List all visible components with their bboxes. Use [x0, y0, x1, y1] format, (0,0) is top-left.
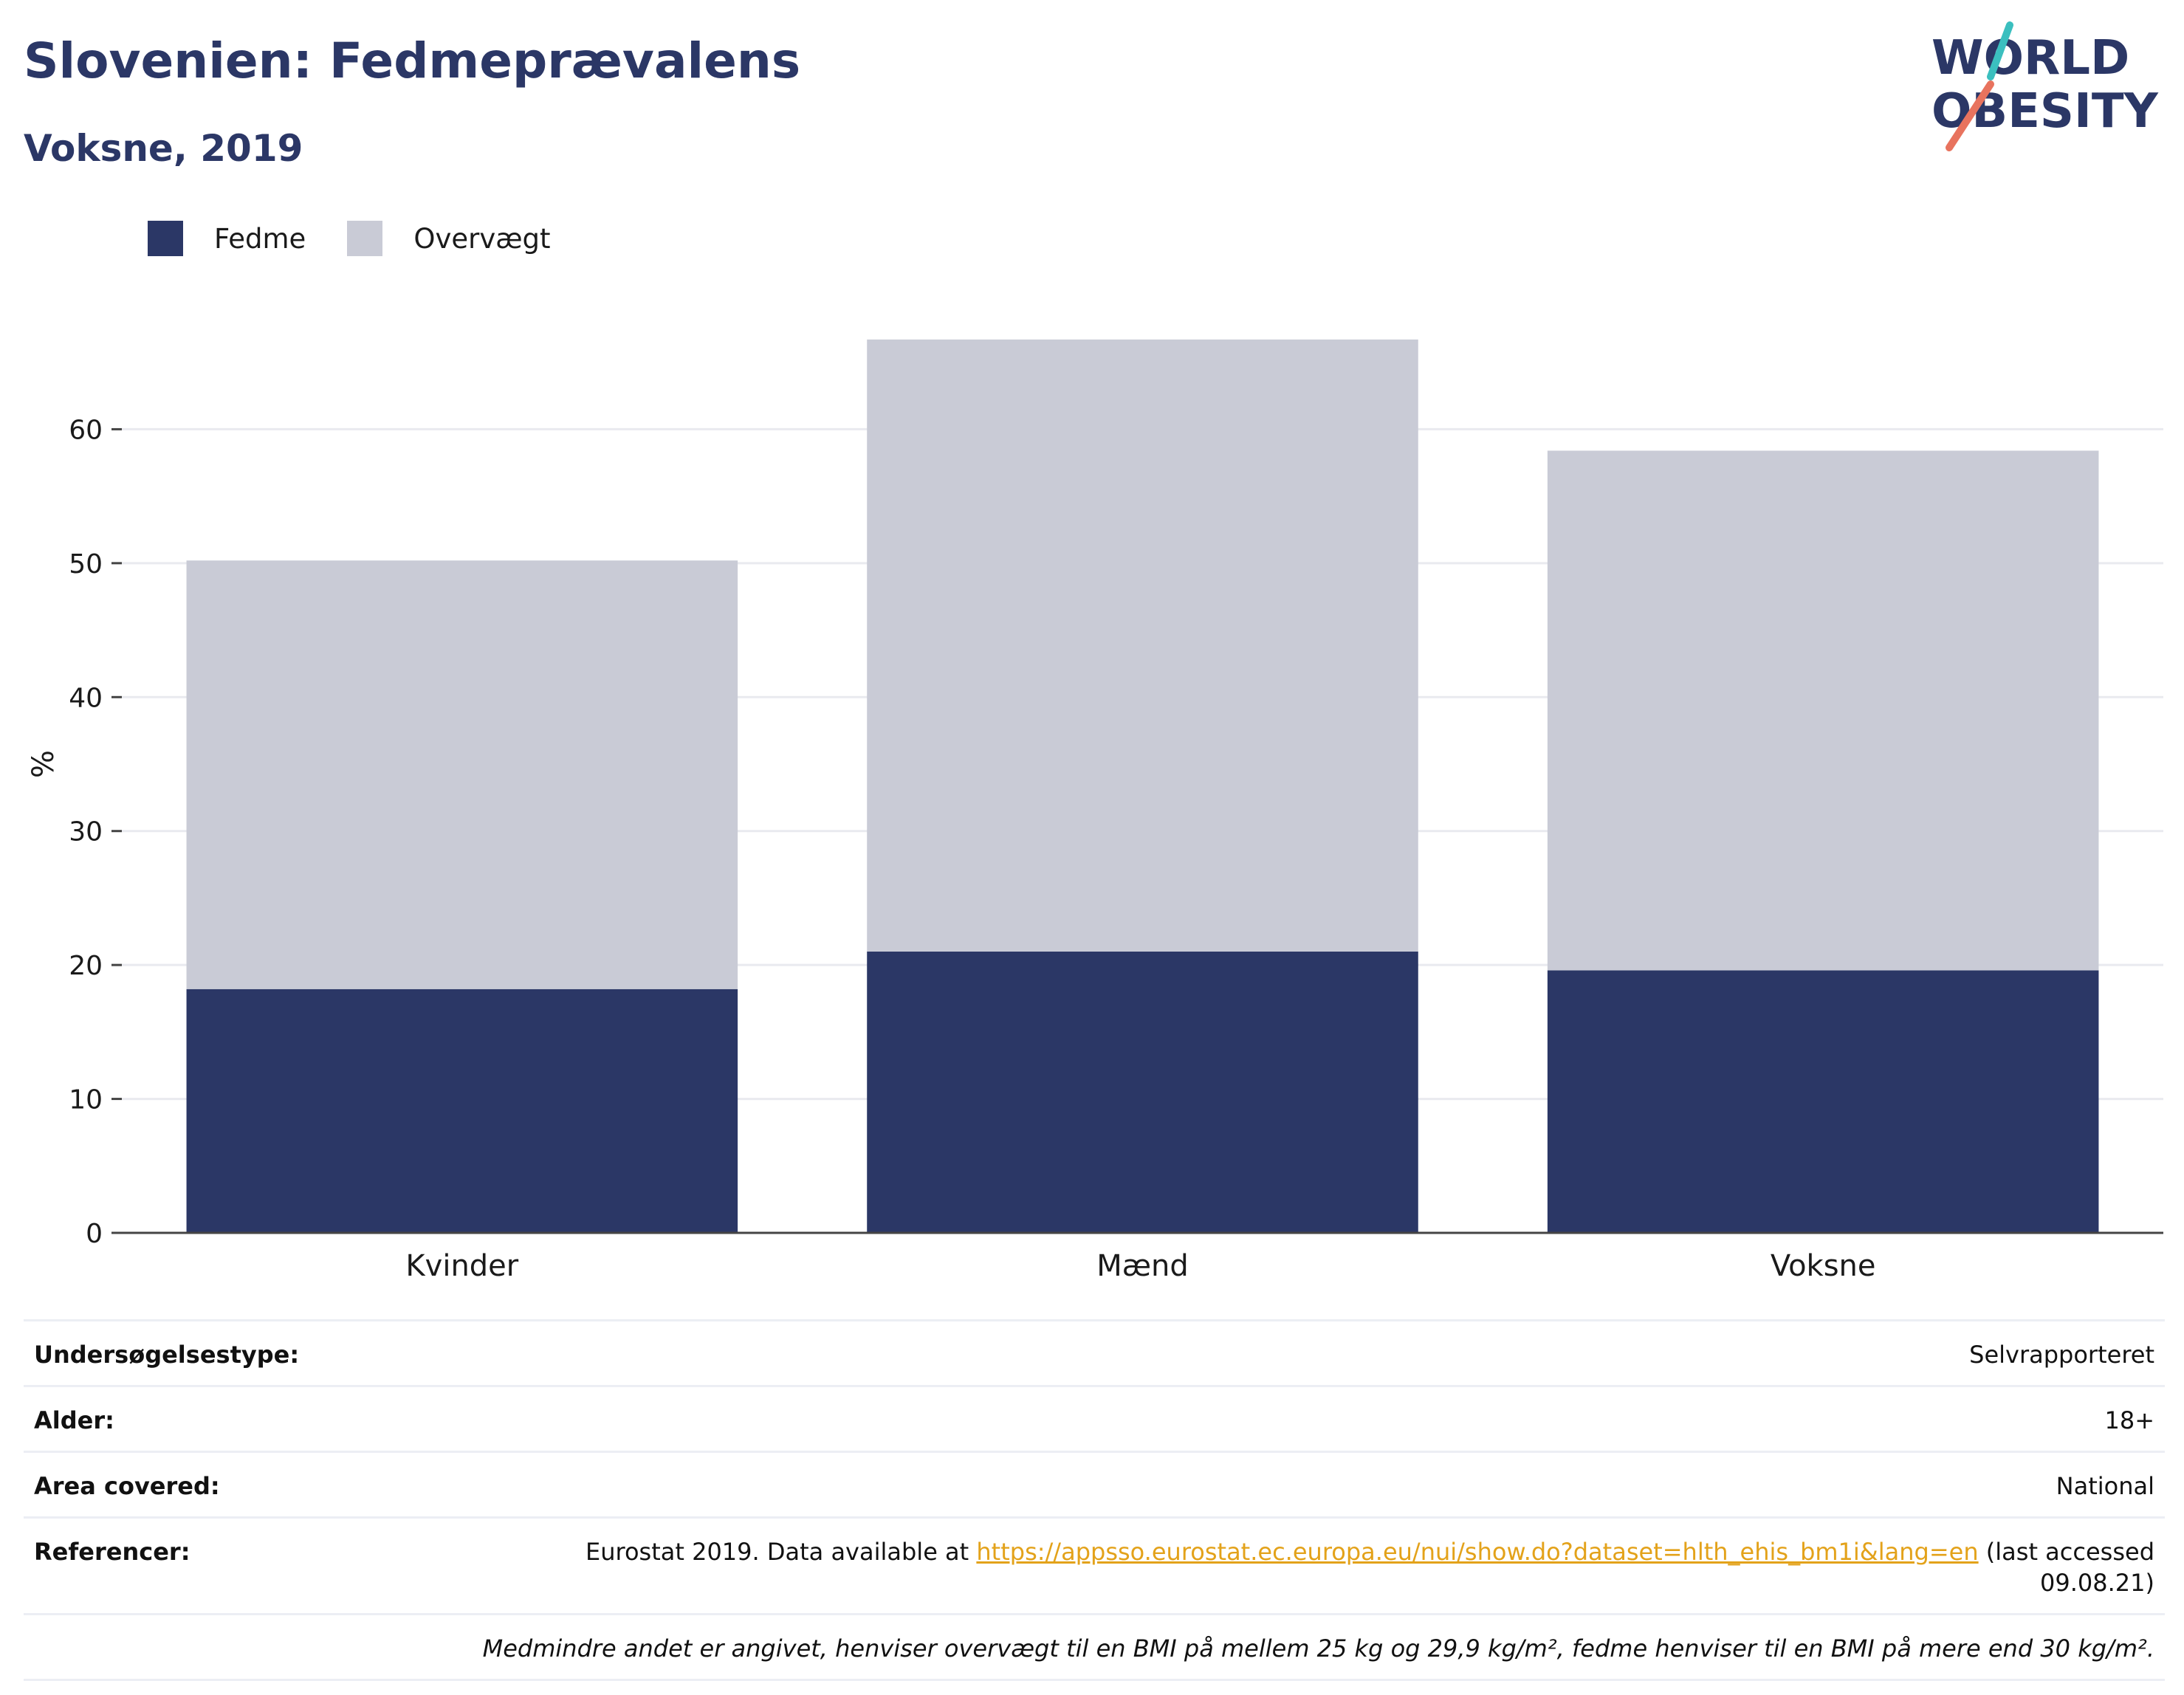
chart-subtitle: Voksne, 2019: [24, 127, 303, 170]
x-tick-label: Mænd: [1096, 1249, 1189, 1283]
area-label: Area covered:: [34, 1472, 220, 1500]
chart-legend: Fedme Overvægt: [148, 220, 592, 257]
bars: [186, 339, 2099, 1233]
references-suffix: (last accessed 09.08.21): [1978, 1538, 2154, 1597]
y-axis-label: %: [27, 750, 61, 778]
info-row-note: Medmindre andet er angivet, henviser ove…: [24, 1613, 2165, 1681]
y-tick-label: 60: [69, 415, 103, 445]
legend-swatch-fedme: [148, 221, 183, 256]
x-tick-labels: Kvinder Mænd Voksne: [405, 1249, 1875, 1283]
references-label: Referencer:: [34, 1538, 190, 1566]
survey-type-label: Undersøgelsestype:: [34, 1341, 300, 1369]
definition-note: Medmindre andet er angivet, henviser ove…: [482, 1634, 2154, 1663]
logo-line-obesity: OBESITY: [1931, 84, 2158, 139]
bar-voksne-overvægt[interactable]: [1547, 450, 2099, 971]
legend-label-fedme: Fedme: [214, 222, 306, 255]
legend-item-fedme[interactable]: Fedme: [148, 221, 306, 256]
y-tick-label: 30: [69, 817, 103, 848]
bar-voksne-fedme[interactable]: [1547, 970, 2099, 1233]
logo-slash-bottom: [1946, 80, 1994, 151]
y-tick-labels: 0 10 20 30 40 50 60: [69, 415, 122, 1249]
y-tick-label: 40: [69, 683, 103, 713]
references-link[interactable]: https://appsso.eurostat.ec.europa.eu/nui…: [976, 1538, 1979, 1566]
chart-title: Slovenien: Fedmeprævalens: [24, 32, 801, 89]
area-value: National: [2056, 1472, 2154, 1500]
y-tick-label: 20: [69, 951, 103, 981]
bar-mænd-fedme[interactable]: [867, 952, 1418, 1233]
bar-kvinder-overvægt[interactable]: [186, 560, 738, 989]
x-tick-label: Kvinder: [405, 1249, 518, 1283]
y-tick-label: 0: [86, 1219, 103, 1249]
legend-swatch-overvaegt: [347, 221, 383, 256]
info-row-references: Referencer: Eurostat 2019. Data availabl…: [24, 1516, 2165, 1613]
info-table: Undersøgelsestype: Selvrapporteret Alder…: [24, 1319, 2165, 1681]
y-tick-label: 50: [69, 549, 103, 580]
bar-mænd-overvægt[interactable]: [867, 339, 1418, 952]
y-tick-label: 10: [69, 1085, 103, 1115]
x-tick-label: Voksne: [1771, 1249, 1876, 1283]
references-prefix: Eurostat 2019. Data available at: [586, 1538, 977, 1566]
survey-type-value: Selvrapporteret: [1969, 1341, 2154, 1369]
info-row-area: Area covered: National: [24, 1451, 2165, 1516]
age-label: Alder:: [34, 1406, 114, 1434]
logo-slash-top: [1987, 21, 2013, 80]
world-obesity-logo: WORLD OBESITY: [1931, 21, 2158, 151]
info-row-survey-type: Undersøgelsestype: Selvrapporteret: [24, 1319, 2165, 1385]
logo-line-world: WORLD: [1931, 31, 2129, 86]
info-row-age: Alder: 18+: [24, 1385, 2165, 1451]
age-value: 18+: [2104, 1406, 2154, 1434]
legend-label-overvaegt: Overvægt: [413, 222, 551, 255]
stacked-bar-chart: 0 10 20 30 40 50 60 Kvinder Mænd Voksne %: [27, 339, 2163, 1283]
references-value: Eurostat 2019. Data available at https:/…: [493, 1536, 2154, 1598]
bar-kvinder-fedme[interactable]: [186, 989, 738, 1233]
legend-item-overvaegt[interactable]: Overvægt: [347, 221, 551, 256]
